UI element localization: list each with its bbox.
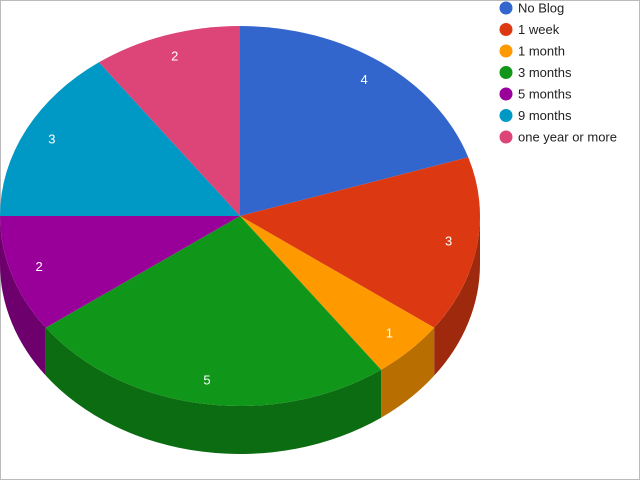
legend-label: No Blog — [518, 0, 564, 15]
legend-marker — [499, 109, 513, 122]
legend-marker — [499, 1, 513, 15]
legend-label: 9 months — [518, 108, 572, 123]
slice-label: 3 — [445, 234, 452, 249]
slice — [240, 26, 469, 216]
slice — [0, 216, 240, 328]
slice — [240, 216, 435, 370]
slice-label: 2 — [36, 259, 43, 274]
slice-label: 5 — [203, 373, 210, 388]
slice-side — [0, 216, 46, 376]
slice-label: 3 — [48, 132, 55, 147]
slice — [240, 157, 480, 328]
legend-marker — [499, 87, 513, 101]
legend-label: 1 month — [518, 43, 565, 58]
slice-side — [434, 216, 480, 376]
slice — [45, 216, 382, 407]
legend-marker — [499, 130, 513, 144]
legend-label: one year or more — [518, 129, 617, 144]
slice — [98, 26, 240, 216]
legend-label: 3 months — [518, 65, 572, 80]
legend-label: 1 week — [518, 22, 560, 37]
slice-side — [381, 327, 435, 418]
legend-marker — [499, 23, 513, 36]
slice-side — [45, 327, 382, 454]
legend-marker — [499, 44, 513, 58]
slice-label: 2 — [171, 48, 178, 63]
slice-label: 4 — [361, 72, 368, 87]
legend-marker — [499, 66, 513, 79]
legend-label: 5 months — [518, 86, 572, 101]
slice-label: 1 — [386, 326, 393, 341]
slice — [0, 62, 240, 216]
